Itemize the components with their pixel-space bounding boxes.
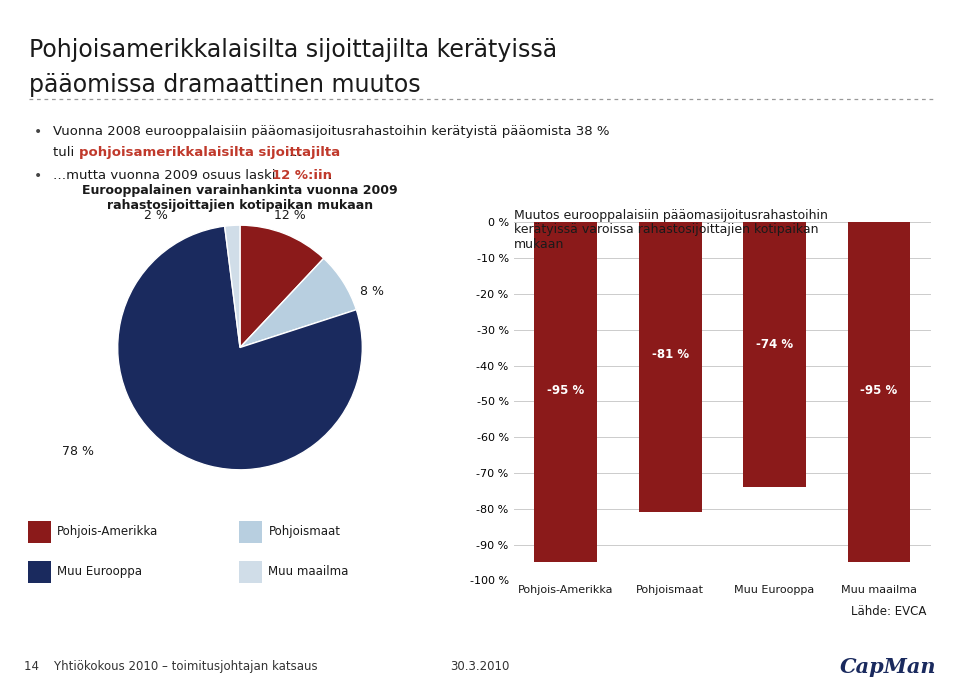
Text: 30.3.2010: 30.3.2010 [450, 660, 510, 673]
Bar [638, 222, 702, 512]
Text: 14    Yhtiökokous 2010 – toimitusjohtajan katsaus: 14 Yhtiökokous 2010 – toimitusjohtajan k… [24, 660, 318, 673]
Text: -95 %: -95 % [547, 384, 585, 397]
Text: rahastosijoittajien kotipaikan mukaan: rahastosijoittajien kotipaikan mukaan [107, 199, 373, 212]
Text: kerätyissä varoissa rahastosijoittajien kotipaikan: kerätyissä varoissa rahastosijoittajien … [514, 223, 818, 236]
Text: Pohjoismaat: Pohjoismaat [269, 525, 341, 539]
Text: Muu Eurooppa: Muu Eurooppa [58, 565, 142, 578]
Text: Eurooppalainen varainhankinta vuonna 2009: Eurooppalainen varainhankinta vuonna 200… [83, 184, 397, 197]
Text: tuli: tuli [53, 146, 79, 159]
Text: .: . [327, 169, 331, 182]
Text: Pohjoisamerikkalaisilta sijoittajilta kerätyissä: Pohjoisamerikkalaisilta sijoittajilta ke… [29, 38, 557, 63]
Bar [239, 561, 262, 583]
Bar [743, 222, 805, 487]
Text: …: … [288, 146, 301, 159]
Text: Muu maailma: Muu maailma [269, 565, 348, 578]
Bar [239, 521, 262, 543]
Text: mukaan: mukaan [514, 238, 564, 251]
Text: 12 %: 12 % [274, 208, 305, 222]
Wedge shape [118, 226, 362, 470]
Text: Pohjois-Amerikka: Pohjois-Amerikka [58, 525, 158, 539]
Bar [848, 222, 910, 562]
Text: -74 %: -74 % [756, 338, 793, 350]
Wedge shape [240, 225, 324, 348]
Text: CapMan: CapMan [839, 657, 936, 676]
Text: Muutos eurooppalaisiin pääomasijoitusrahastoihin: Muutos eurooppalaisiin pääomasijoitusrah… [514, 208, 828, 222]
Bar [28, 521, 51, 543]
Text: 78 %: 78 % [62, 445, 94, 458]
Text: Lähde: EVCA: Lähde: EVCA [851, 605, 926, 618]
Text: 8 %: 8 % [360, 285, 384, 298]
Wedge shape [240, 259, 356, 348]
Text: 2 %: 2 % [144, 208, 168, 222]
Text: -95 %: -95 % [860, 384, 898, 397]
Bar [28, 561, 51, 583]
Text: -81 %: -81 % [652, 348, 688, 361]
Text: Vuonna 2008 eurooppalaisiin pääomasijoitusrahastoihin kerätyistä pääomista 38 %: Vuonna 2008 eurooppalaisiin pääomasijoit… [53, 125, 610, 138]
Text: …mutta vuonna 2009 osuus laski: …mutta vuonna 2009 osuus laski [53, 169, 279, 182]
Text: 12 %:iin: 12 %:iin [272, 169, 332, 182]
Text: pohjoisamerikkalaisilta sijoittajilta: pohjoisamerikkalaisilta sijoittajilta [79, 146, 340, 159]
Wedge shape [225, 225, 240, 348]
Text: Toimialatieto: Toimialatieto [794, 40, 891, 52]
Text: •: • [34, 125, 42, 139]
Text: pääomissa dramaattinen muutos: pääomissa dramaattinen muutos [29, 73, 420, 97]
Text: •: • [34, 169, 42, 183]
Bar [535, 222, 597, 562]
